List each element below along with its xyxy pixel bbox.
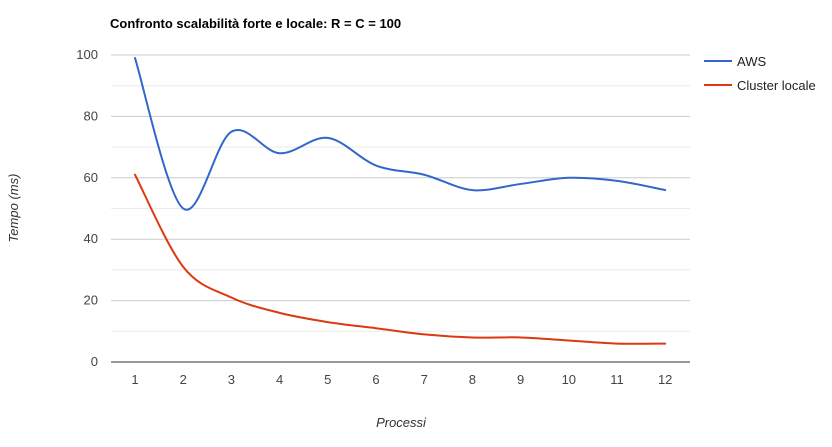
data-point[interactable]	[276, 149, 284, 157]
data-point[interactable]	[179, 205, 187, 213]
y-tick-label: 40	[84, 231, 98, 246]
y-axis-ticks: 0 20 40 60 80 100	[76, 47, 98, 369]
y-tick-label: 80	[84, 108, 98, 123]
x-axis-label: Processi	[376, 415, 427, 430]
data-point[interactable]	[661, 340, 669, 348]
series-lines	[131, 54, 669, 348]
data-point[interactable]	[517, 180, 525, 188]
x-tick-label: 5	[324, 372, 331, 387]
data-point[interactable]	[420, 171, 428, 179]
gridlines	[111, 54, 690, 363]
x-tick-label: 12	[658, 372, 672, 387]
x-tick-label: 2	[180, 372, 187, 387]
data-point[interactable]	[565, 337, 573, 345]
data-point[interactable]	[517, 333, 525, 341]
data-point[interactable]	[468, 333, 476, 341]
data-point[interactable]	[372, 324, 380, 332]
y-tick-label: 0	[91, 354, 98, 369]
x-tick-label: 7	[421, 372, 428, 387]
x-tick-label: 8	[469, 372, 476, 387]
x-tick-label: 10	[562, 372, 576, 387]
data-point[interactable]	[227, 294, 235, 302]
legend-label[interactable]: AWS	[737, 54, 766, 69]
y-tick-label: 100	[76, 47, 98, 62]
x-tick-label: 3	[228, 372, 235, 387]
data-point[interactable]	[420, 330, 428, 338]
data-point[interactable]	[179, 263, 187, 271]
series-line-cluster-locale	[134, 173, 667, 345]
legend: AWS Cluster locale	[704, 54, 816, 93]
data-point[interactable]	[661, 186, 669, 194]
x-tick-label: 1	[131, 372, 138, 387]
y-axis-label: Tempo (ms)	[6, 174, 21, 243]
y-tick-label: 20	[84, 293, 98, 308]
series-line-aws	[134, 57, 667, 211]
data-point[interactable]	[613, 340, 621, 348]
x-tick-label: 11	[610, 372, 624, 387]
data-point[interactable]	[565, 174, 573, 182]
y-tick-label: 60	[84, 170, 98, 185]
legend-label[interactable]: Cluster locale	[737, 78, 816, 93]
data-point[interactable]	[372, 162, 380, 170]
data-point[interactable]	[324, 134, 332, 142]
x-tick-label: 9	[517, 372, 524, 387]
data-point[interactable]	[613, 177, 621, 185]
data-point[interactable]	[227, 128, 235, 136]
x-tick-label: 4	[276, 372, 283, 387]
chart-title: Confronto scalabilità forte e locale: R …	[110, 16, 401, 31]
data-point[interactable]	[131, 171, 139, 179]
x-tick-label: 6	[372, 372, 379, 387]
data-point[interactable]	[276, 309, 284, 317]
data-point[interactable]	[324, 318, 332, 326]
x-axis-ticks: 1 2 3 4 5 6 7 8 9 10 11 12	[131, 372, 672, 387]
data-point[interactable]	[468, 186, 476, 194]
data-point[interactable]	[131, 54, 139, 62]
